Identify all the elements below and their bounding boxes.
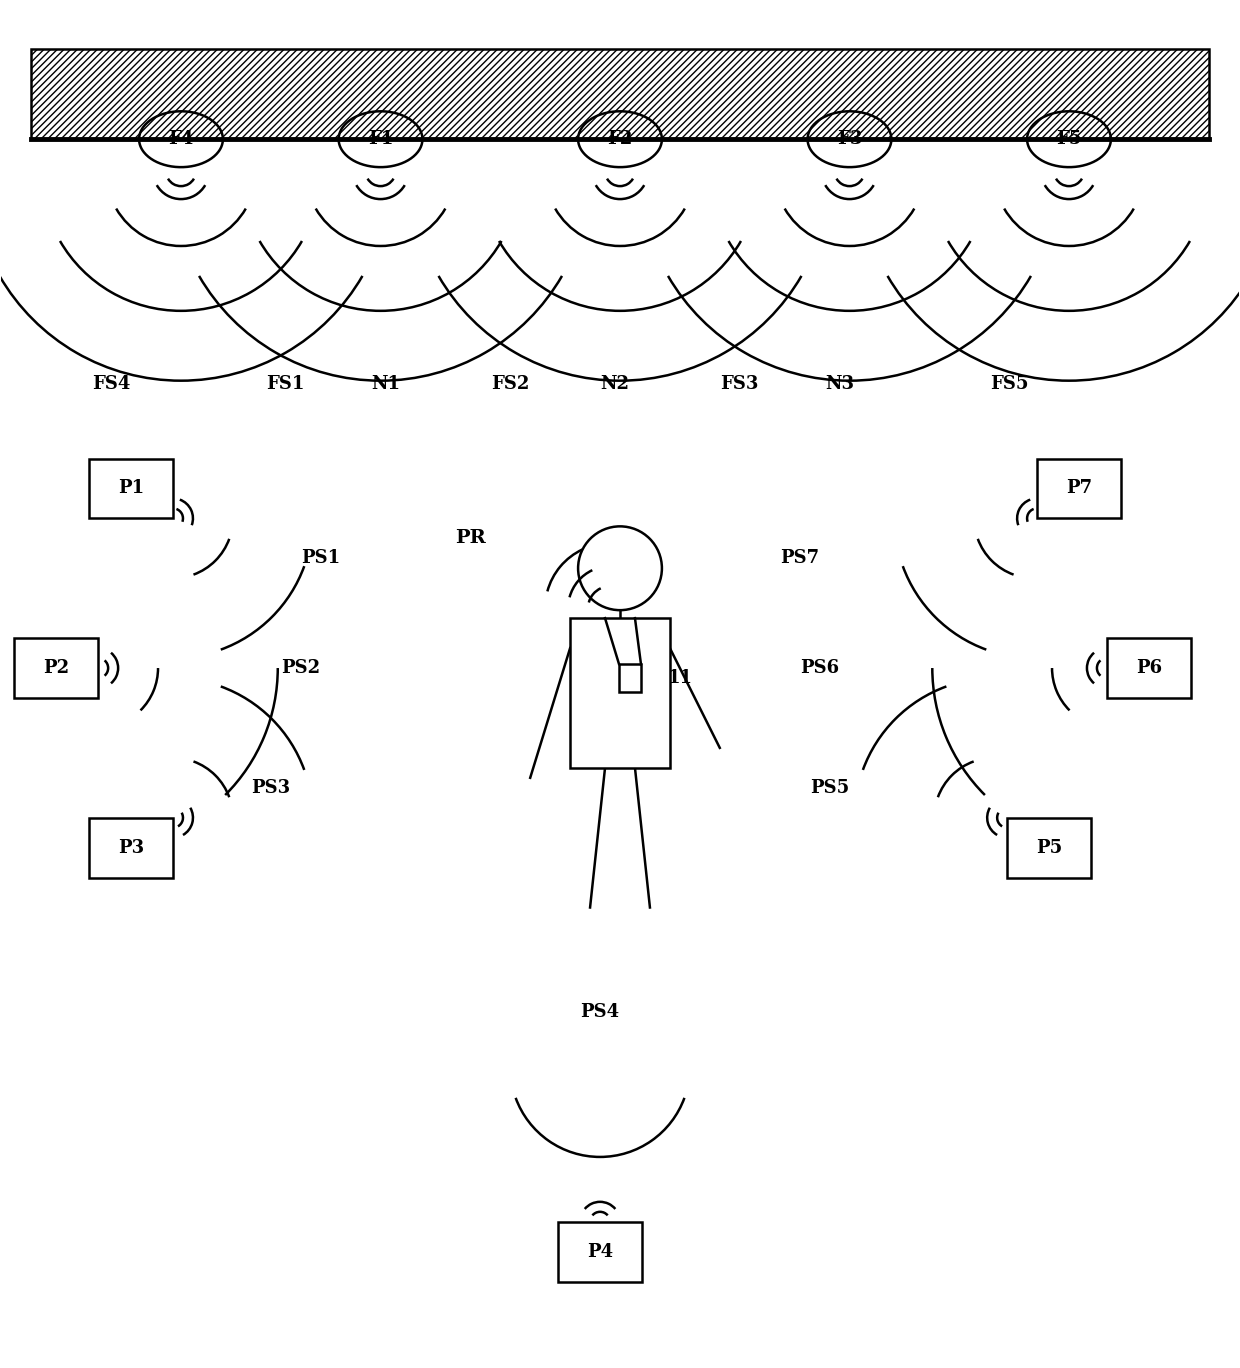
Text: PS4: PS4: [580, 1003, 620, 1022]
Bar: [89, 818, 174, 877]
Text: P1: P1: [118, 479, 144, 498]
Text: F4: F4: [169, 130, 193, 148]
Text: FS4: FS4: [92, 375, 130, 393]
Text: FS1: FS1: [267, 375, 305, 393]
Text: PS7: PS7: [780, 550, 820, 568]
Text: PS1: PS1: [301, 550, 340, 568]
Text: N1: N1: [371, 375, 401, 393]
Bar: [31, 49, 1209, 140]
Text: P4: P4: [587, 1242, 613, 1261]
Bar: [570, 618, 670, 767]
Text: P7: P7: [1066, 479, 1092, 498]
Text: PS3: PS3: [252, 778, 290, 796]
Text: F5: F5: [1056, 130, 1081, 148]
Text: F1: F1: [368, 130, 393, 148]
Bar: [1037, 458, 1121, 518]
Text: FS5: FS5: [990, 375, 1028, 393]
Bar: [619, 663, 641, 692]
Text: P6: P6: [1136, 659, 1162, 677]
Text: FS3: FS3: [720, 375, 759, 393]
Text: PS2: PS2: [281, 659, 320, 677]
Text: P5: P5: [1035, 839, 1063, 856]
Bar: [1007, 818, 1091, 877]
Text: P2: P2: [43, 659, 69, 677]
Text: P3: P3: [118, 839, 144, 856]
Text: FS2: FS2: [491, 375, 529, 393]
Bar: [89, 458, 174, 518]
Text: PS6: PS6: [800, 659, 839, 677]
Text: PR: PR: [455, 529, 486, 547]
Text: PS5: PS5: [810, 778, 849, 796]
Text: F2: F2: [608, 130, 632, 148]
Bar: [558, 1222, 642, 1282]
Bar: [1107, 637, 1190, 698]
Bar: [15, 637, 98, 698]
Text: N2: N2: [600, 375, 630, 393]
Text: F3: F3: [837, 130, 862, 148]
Text: 11: 11: [668, 669, 693, 687]
Text: N3: N3: [825, 375, 854, 393]
